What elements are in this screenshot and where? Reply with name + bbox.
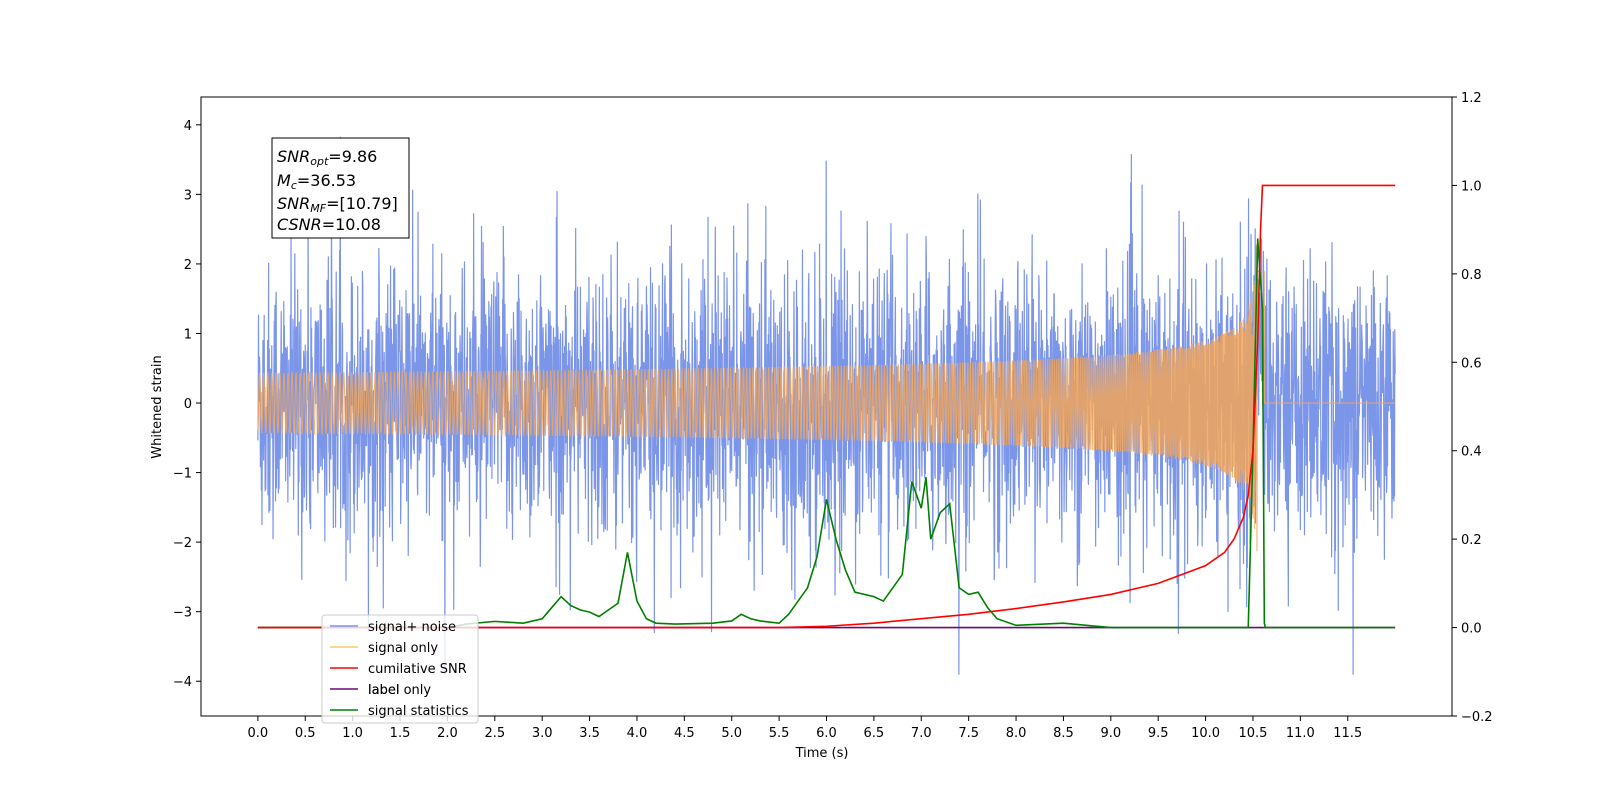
x-tick-label: 10.0	[1191, 726, 1220, 741]
series-signal-only	[257, 244, 1396, 552]
x-axis: 0.0 0.5 1.0 1.5 2.0 2.5 3.0 3.5 4.0 4.5 5.0 5.5 6.0 6…	[248, 716, 1362, 741]
legend-label: signal statistics	[368, 704, 469, 719]
x-tick-label: 4.0	[627, 726, 648, 741]
x-axis-label: Time (s)	[795, 746, 849, 761]
stats-box-frame	[271, 137, 410, 239]
stat-csnr: CSNR=10.08	[277, 215, 381, 234]
x-tick-label: 8.0	[1006, 726, 1027, 741]
signal-only-line	[257, 244, 1396, 552]
x-tick-label: 10.5	[1239, 726, 1268, 741]
x-tick-label: 2.0	[437, 726, 458, 741]
x-tick-label: 7.5	[958, 726, 979, 741]
x-tick-label: 1.5	[390, 726, 411, 741]
y-tick-label: 4	[184, 119, 192, 134]
x-tick-label: 9.0	[1100, 726, 1121, 741]
y-right-tick-label: 1.0	[1461, 179, 1482, 194]
y-tick-label: 0	[184, 397, 192, 412]
y-axis-left: 4 3 2 1 0 −1 −2 −3 −4	[173, 119, 201, 690]
y-tick-label: −3	[173, 606, 192, 621]
legend-label: cumilative SNR	[368, 662, 467, 677]
y-right-tick-label: 0.0	[1461, 622, 1482, 637]
y-axis-label: Whitened strain	[150, 355, 165, 458]
y-tick-label: 3	[184, 188, 192, 203]
legend-label: label	[368, 683, 399, 698]
x-tick-label: 5.5	[769, 726, 790, 741]
x-tick-label: 1.0	[342, 726, 363, 741]
x-tick-label: 2.5	[484, 726, 505, 741]
x-tick-label: 11.5	[1333, 726, 1362, 741]
legend-hidden-text: label only	[368, 683, 431, 698]
y-right-tick-label: 0.2	[1461, 533, 1482, 548]
x-tick-label: 3.0	[532, 726, 553, 741]
right-axis-series	[257, 184, 1396, 629]
y-tick-label: −4	[173, 675, 192, 690]
x-tick-label: 3.5	[579, 726, 600, 741]
x-tick-label: 9.5	[1148, 726, 1169, 741]
x-tick-label: 6.0	[816, 726, 837, 741]
x-tick-label: 7.0	[911, 726, 932, 741]
y-tick-label: −2	[173, 536, 192, 551]
x-tick-label: 5.0	[721, 726, 742, 741]
stat-snr-mf: SNRMF=[10.79]	[277, 194, 398, 215]
legend-frame	[321, 614, 479, 724]
legend-label: signal only	[368, 641, 438, 656]
x-tick-label: 4.5	[674, 726, 695, 741]
x-tick-label: 8.5	[1053, 726, 1074, 741]
signal-statistics-line	[257, 238, 1396, 629]
x-tick-label: 6.5	[864, 726, 885, 741]
y-right-tick-label: 0.6	[1461, 356, 1482, 371]
x-tick-label: 0.0	[248, 726, 269, 741]
y-right-tick-label: 1.2	[1461, 91, 1482, 106]
y-tick-label: −1	[173, 467, 192, 482]
y-tick-label: 2	[184, 258, 192, 273]
y-right-tick-label: 0.8	[1461, 268, 1482, 283]
x-tick-label: 11.0	[1286, 726, 1315, 741]
y-right-tick-label: 0.4	[1461, 445, 1482, 460]
legend: label only signal+ noise signal only cumil…	[321, 614, 479, 724]
x-tick-label: 0.5	[295, 726, 316, 741]
y-right-tick-label: −0.2	[1461, 710, 1493, 725]
y-axis-right: 1.2 1.0 0.8 0.6 0.4 0.2 0.0 −0.2	[1452, 91, 1493, 725]
stats-box: SNRopt=9.86 Mc=36.53 SNRMF=[10.79] CSNR=…	[271, 137, 410, 239]
stat-snr-opt: SNRopt=9.86	[277, 147, 377, 168]
y-tick-label: 1	[184, 327, 192, 342]
legend-label: signal+ noise	[368, 620, 456, 635]
stat-mc: Mc=36.53	[277, 171, 356, 192]
cumulative-snr-line	[257, 184, 1396, 629]
